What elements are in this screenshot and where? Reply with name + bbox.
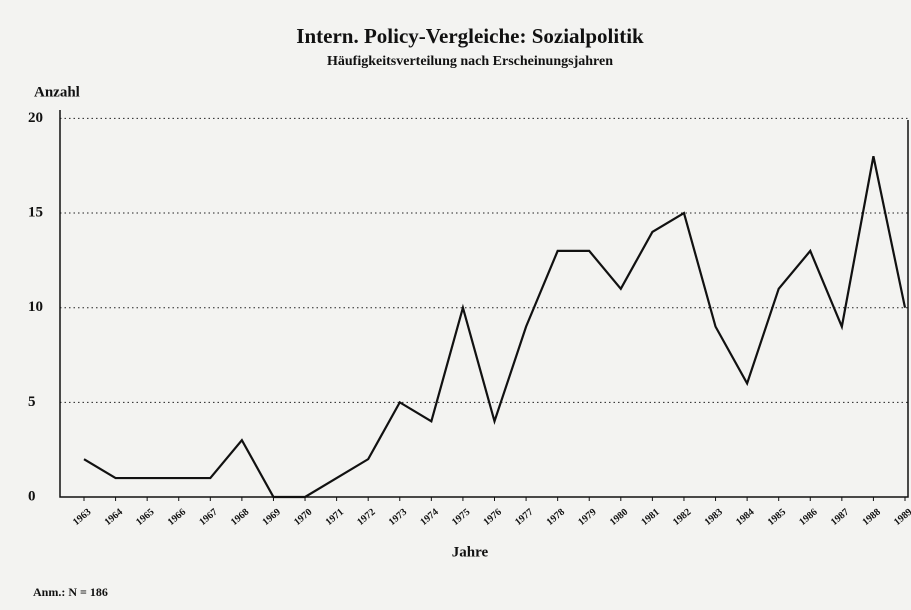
x-tick-label: 1984 <box>734 507 756 528</box>
x-tick-label: 1988 <box>860 507 882 528</box>
y-tick-label: 5 <box>28 394 36 410</box>
note: Anm.: N = 186 <box>33 585 108 599</box>
chart-title: Intern. Policy-Vergleiche: Sozialpolitik <box>296 24 644 48</box>
x-tick-label: 1980 <box>608 507 630 528</box>
x-tick-label: 1985 <box>766 507 788 528</box>
axis-frame <box>59 110 909 498</box>
y-tick-label: 0 <box>28 488 36 504</box>
chart-subtitle: Häufigkeitsverteilung nach Erscheinungsj… <box>327 54 613 69</box>
x-axis-label: Jahre <box>452 544 489 560</box>
x-tick-label: 1973 <box>387 507 409 528</box>
x-tick-label: 1970 <box>292 507 314 528</box>
y-axis-label: Anzahl <box>34 84 80 100</box>
x-tick-label: 1982 <box>671 507 693 528</box>
x-tick-label: 1972 <box>355 507 377 528</box>
x-tick-label: 1968 <box>229 507 251 528</box>
x-tick-label: 1986 <box>797 507 819 528</box>
x-tick-label: 1966 <box>166 507 188 528</box>
x-tick-label: 1983 <box>703 507 725 528</box>
x-tick-label: 1971 <box>324 507 346 528</box>
x-tick-label: 1967 <box>197 507 219 528</box>
x-tick-label: 1975 <box>450 507 472 528</box>
x-tick-label: 1987 <box>829 507 851 528</box>
x-tick-label: 1969 <box>260 507 282 528</box>
data-line <box>83 156 907 499</box>
x-tick-label: 1989 <box>892 507 911 528</box>
x-tick-label: 1963 <box>71 507 93 528</box>
x-tick-label: 1977 <box>513 507 535 528</box>
x-tick-label: 1978 <box>545 507 567 528</box>
y-tick-label: 15 <box>28 204 43 220</box>
x-tick-label: 1981 <box>639 507 661 528</box>
x-tick-label: 1965 <box>134 507 156 528</box>
y-tick-label: 10 <box>28 299 43 315</box>
y-tick-label: 20 <box>28 110 43 126</box>
x-tick-label: 1976 <box>482 507 504 528</box>
x-tick-label: 1979 <box>576 507 598 528</box>
x-tick-label: 1964 <box>103 507 125 528</box>
x-tick-label: 1974 <box>418 507 440 528</box>
